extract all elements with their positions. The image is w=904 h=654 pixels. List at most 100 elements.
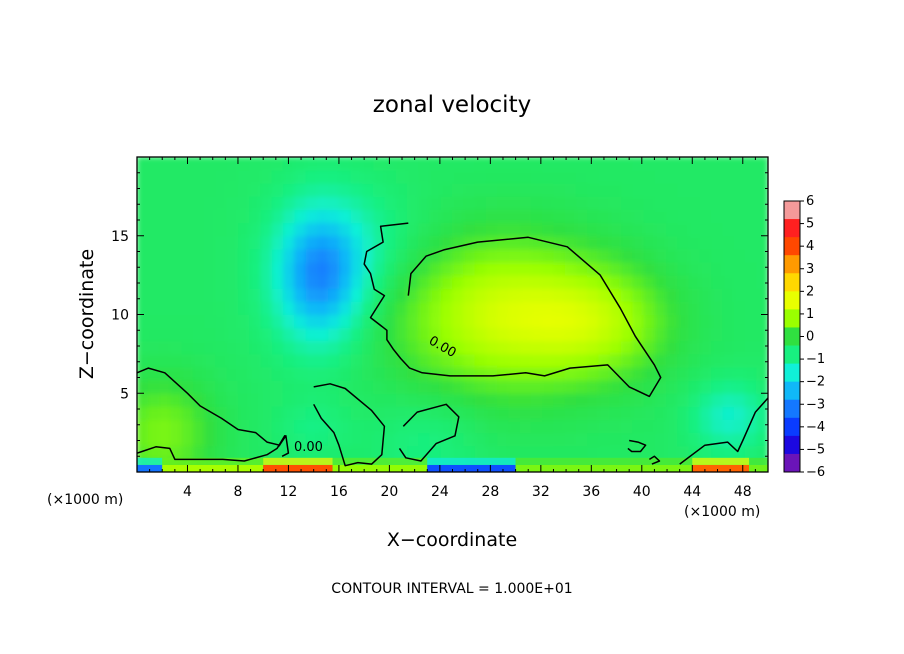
heat-cell bbox=[463, 405, 476, 420]
velocity-field bbox=[137, 157, 768, 472]
heat-cell bbox=[226, 195, 239, 210]
heat-cell bbox=[316, 419, 330, 434]
heat-cell bbox=[192, 366, 206, 381]
heat-cell bbox=[316, 222, 330, 237]
heat-cell bbox=[508, 287, 521, 302]
heat-cell bbox=[722, 195, 735, 210]
heat-cell bbox=[542, 261, 555, 276]
y-axis-label: Z−coordinate bbox=[76, 249, 98, 379]
heat-cell bbox=[519, 235, 532, 250]
heat-cell bbox=[621, 392, 634, 407]
heat-cell bbox=[249, 314, 262, 329]
heat-cell bbox=[137, 366, 149, 381]
x-tick-label: 28 bbox=[481, 484, 499, 500]
heat-cell bbox=[587, 222, 600, 237]
heat-cell bbox=[395, 169, 408, 184]
heat-cell bbox=[688, 182, 701, 197]
heat-cell bbox=[722, 300, 735, 315]
heat-cell bbox=[384, 235, 397, 250]
heat-cell bbox=[744, 392, 758, 407]
heat-cell bbox=[756, 287, 768, 302]
heat-cell bbox=[463, 222, 476, 237]
heat-cell bbox=[170, 248, 183, 263]
heat-cell bbox=[260, 340, 273, 355]
heat-cell bbox=[249, 392, 262, 407]
heat-cell bbox=[316, 432, 330, 447]
surface-band-fringe bbox=[137, 457, 163, 465]
heat-cell bbox=[497, 300, 510, 315]
heat-cell bbox=[316, 274, 330, 289]
heat-cell bbox=[575, 209, 589, 224]
heat-cell bbox=[192, 274, 206, 289]
heat-cell bbox=[666, 195, 679, 210]
heat-cell bbox=[519, 405, 532, 420]
y-tick-label: 5 bbox=[120, 386, 129, 402]
contour-line-2 bbox=[137, 367, 286, 462]
heat-cell bbox=[587, 195, 600, 210]
heat-cell bbox=[339, 235, 352, 250]
surface-band bbox=[332, 464, 428, 472]
colorbar-tick-label: −2 bbox=[806, 375, 825, 390]
heat-cell bbox=[699, 222, 713, 237]
heat-cell bbox=[666, 235, 679, 250]
heat-cell bbox=[485, 366, 499, 381]
heat-cell bbox=[508, 169, 521, 184]
heat-cell bbox=[575, 353, 589, 368]
heat-cell bbox=[350, 274, 363, 289]
heat-cell bbox=[204, 235, 217, 250]
heat-cell bbox=[226, 169, 239, 184]
heat-cell bbox=[339, 182, 352, 197]
colorbar-segment bbox=[784, 291, 800, 310]
heat-cell bbox=[756, 209, 768, 224]
heat-cell bbox=[733, 353, 746, 368]
heat-cell bbox=[688, 300, 701, 315]
heat-cell bbox=[632, 222, 645, 237]
heat-cell bbox=[598, 327, 611, 342]
x-tick-label: 48 bbox=[734, 484, 752, 500]
heat-cell bbox=[181, 222, 194, 237]
heat-cell bbox=[485, 379, 499, 394]
heat-cell bbox=[542, 209, 555, 224]
heat-cell bbox=[429, 392, 442, 407]
heat-cell bbox=[452, 261, 465, 276]
colorbar-tick-label: −1 bbox=[806, 352, 825, 367]
heat-cell bbox=[452, 432, 465, 447]
heat-cell bbox=[215, 287, 228, 302]
heat-cell bbox=[429, 314, 442, 329]
heat-cell bbox=[181, 314, 194, 329]
heat-cell bbox=[282, 182, 296, 197]
heat-cell bbox=[587, 287, 600, 302]
heat-cell bbox=[485, 300, 499, 315]
heat-cell bbox=[530, 314, 544, 329]
heat-cell bbox=[485, 314, 499, 329]
surface-band-fringe bbox=[515, 457, 693, 465]
heat-cell bbox=[485, 445, 499, 460]
heat-cell bbox=[440, 222, 453, 237]
heat-cell bbox=[564, 445, 577, 460]
heat-cell bbox=[418, 287, 431, 302]
heat-cell bbox=[530, 157, 544, 171]
heat-cell bbox=[587, 405, 600, 420]
heat-cell bbox=[463, 327, 476, 342]
heat-cell bbox=[418, 445, 431, 460]
heat-cell bbox=[722, 353, 735, 368]
heat-cell bbox=[181, 419, 194, 434]
heat-cell bbox=[756, 274, 768, 289]
heat-cell bbox=[170, 209, 183, 224]
heat-cell bbox=[756, 248, 768, 263]
heat-cell bbox=[137, 209, 149, 224]
heat-cell bbox=[215, 209, 228, 224]
heat-cell bbox=[711, 379, 724, 394]
heat-cell bbox=[530, 353, 544, 368]
heat-cell bbox=[711, 353, 724, 368]
heat-cell bbox=[722, 419, 735, 434]
heat-cell bbox=[305, 182, 318, 197]
heat-cell bbox=[621, 405, 634, 420]
heat-cell bbox=[418, 327, 431, 342]
heat-cell bbox=[181, 287, 194, 302]
heat-cell bbox=[497, 222, 510, 237]
heat-cell bbox=[587, 274, 600, 289]
heat-cell bbox=[598, 287, 611, 302]
heat-cell bbox=[722, 327, 735, 342]
heat-cell bbox=[553, 287, 566, 302]
